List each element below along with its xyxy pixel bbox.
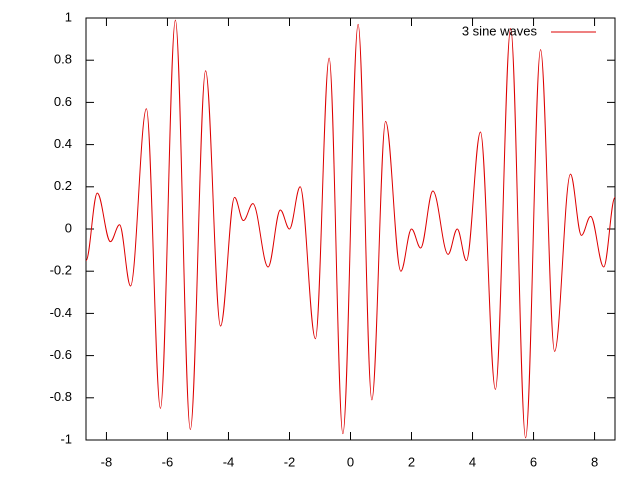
x-tick-label: 4 bbox=[469, 454, 476, 469]
y-tick-label: 1 bbox=[65, 9, 72, 24]
y-tick-label: 0 bbox=[65, 220, 72, 235]
x-tick-label: -6 bbox=[162, 454, 174, 469]
x-tick-label: -8 bbox=[101, 454, 113, 469]
x-tick-label: 0 bbox=[347, 454, 354, 469]
y-tick-label: -0.6 bbox=[50, 347, 72, 362]
x-tick-label: -4 bbox=[223, 454, 235, 469]
y-tick-label: -0.4 bbox=[50, 305, 72, 320]
x-tick-label: 8 bbox=[591, 454, 598, 469]
y-tick-label: -0.8 bbox=[50, 389, 72, 404]
y-tick-label: -0.2 bbox=[50, 263, 72, 278]
x-tick-label: 6 bbox=[530, 454, 537, 469]
y-tick-label: 0.6 bbox=[54, 94, 72, 109]
y-tick-label: 0.4 bbox=[54, 136, 72, 151]
data-line bbox=[85, 19, 616, 439]
x-tick-label: 2 bbox=[408, 454, 415, 469]
y-tick-label: -1 bbox=[60, 431, 72, 446]
y-tick-label: 0.2 bbox=[54, 178, 72, 193]
legend-label: 3 sine waves bbox=[462, 23, 538, 38]
y-tick-label: 0.8 bbox=[54, 52, 72, 67]
x-tick-label: -2 bbox=[284, 454, 296, 469]
